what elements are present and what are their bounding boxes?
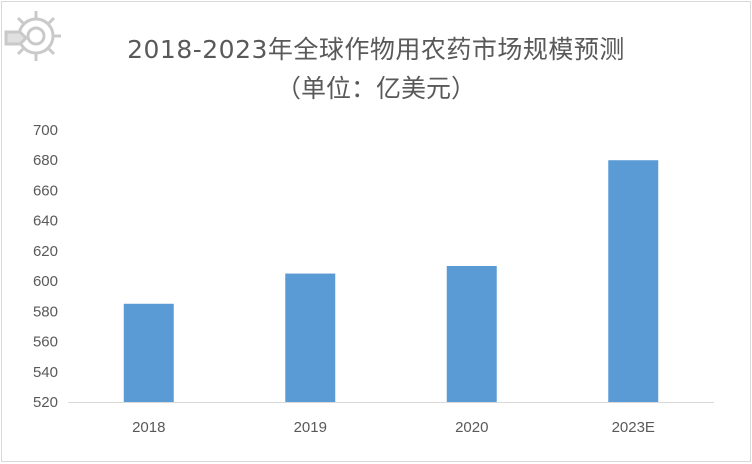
bar [608, 160, 659, 402]
x-tick-label: 2018 [132, 419, 165, 436]
x-tick-label: 2023E [612, 419, 655, 436]
bar [123, 303, 174, 402]
y-tick-label: 520 [33, 394, 58, 411]
y-tick-label: 560 [33, 334, 58, 351]
y-tick-label: 620 [33, 243, 58, 260]
bar [446, 266, 497, 402]
y-tick-label: 600 [33, 273, 58, 290]
chart-title: 2018-2023年全球作物用农药市场规模预测 [127, 35, 625, 64]
x-tick-label: 2019 [294, 419, 327, 436]
bar [285, 273, 336, 402]
x-tick-label: 2020 [455, 419, 488, 436]
y-tick-label: 700 [33, 122, 58, 139]
gear-logo-icon [4, 11, 61, 61]
chart-subtitle: （单位：亿美元） [275, 74, 476, 103]
y-tick-label: 640 [33, 213, 58, 230]
y-tick-label: 540 [33, 364, 58, 381]
y-tick-label: 580 [33, 303, 58, 320]
y-tick-label: 660 [33, 182, 58, 199]
y-tick-label: 680 [33, 152, 58, 169]
